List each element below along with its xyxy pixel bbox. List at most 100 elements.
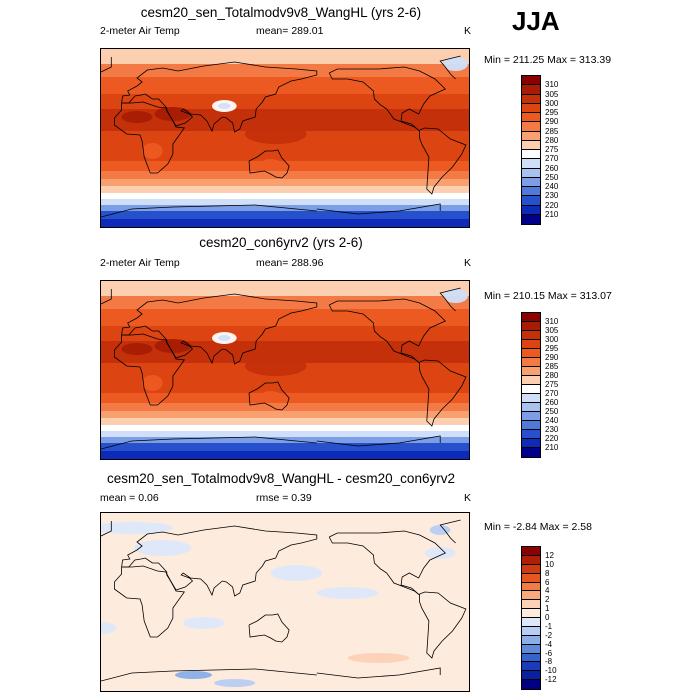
colorbar-swatch-8 — [522, 150, 540, 160]
panel-1-colorbar-label: 305 — [545, 89, 559, 99]
colorbar-swatch-6 — [522, 131, 540, 141]
temperature-band-9 — [101, 179, 469, 187]
panel-2-colorbar-label: 220 — [545, 434, 559, 443]
colorbar-swatch-2 — [522, 331, 540, 340]
panel-1-map-svg — [101, 49, 469, 227]
panel-1-colorbar-label: 270 — [545, 154, 559, 164]
panel-3-colorbar-label: -1 — [545, 621, 553, 631]
colorbar-swatch-2 — [522, 564, 540, 574]
temperature-band-15 — [101, 219, 469, 227]
panel-2-colorbar-label: 295 — [545, 344, 559, 353]
panel-2-colorbar-label: 290 — [545, 353, 559, 362]
colorbar-swatch-15 — [522, 448, 540, 457]
panel-3-colorbar-label: 10 — [545, 559, 554, 569]
coastline-4-0 — [248, 149, 290, 179]
colorbar-swatch-7 — [522, 609, 540, 618]
panel-3-colorbar-label: 0 — [545, 613, 550, 622]
panel-2-map-svg — [101, 281, 469, 459]
temperature-band-8 — [101, 403, 469, 412]
panel-2-colorbar-label: 260 — [545, 398, 559, 407]
colorbar-swatch-2 — [522, 94, 540, 104]
colorbar-swatch-8 — [522, 618, 540, 627]
panel-3-colorbar-label: 4 — [545, 586, 550, 596]
colorbar-swatch-7 — [522, 376, 540, 385]
panel-1-colorbar-label: 250 — [545, 172, 559, 182]
coastline-1-0 — [419, 359, 467, 427]
colorbar-swatch-3 — [522, 103, 540, 113]
coastline-6-1 — [101, 668, 317, 682]
colorbar-swatch-5 — [522, 591, 540, 601]
panel-3-colorbar-label: 12 — [545, 550, 554, 560]
anomaly-spot-7 — [347, 653, 410, 663]
anomaly-spot-2 — [154, 107, 192, 121]
panel-1-map — [100, 48, 470, 228]
panel-1-colorbar-label: 220 — [545, 200, 559, 210]
panel-1-colorbar-label: 295 — [545, 108, 559, 117]
anomaly-spot-4 — [244, 124, 307, 144]
anomaly-spot-5 — [101, 622, 117, 634]
colorbar-swatch-5 — [522, 358, 540, 367]
panel-1-mean-label: mean= 289.01 — [256, 25, 324, 37]
panel-2-title: cesm20_con6yrv2 (yrs 2-6) — [199, 235, 363, 250]
coastline-5-1 — [101, 57, 112, 73]
temperature-band-0 — [101, 49, 469, 65]
panel-3-mean-label: mean = 0.06 — [100, 492, 159, 504]
coastline-0-0 — [328, 66, 446, 132]
colorbar-swatch-10 — [522, 635, 540, 645]
season-label: JJA — [512, 6, 560, 36]
temperature-band-3 — [101, 326, 469, 342]
colorbar-swatch-6 — [522, 367, 540, 376]
temperature-band-1 — [101, 296, 469, 310]
panel-3-colorbar-label: -12 — [545, 675, 557, 685]
temperature-band-2 — [101, 309, 469, 327]
panel-3-colorbar — [521, 546, 541, 690]
colorbar-swatch-15 — [522, 680, 540, 689]
panel-1-colorbar-label: 280 — [545, 135, 559, 145]
coastline-5-1 — [101, 521, 112, 537]
colorbar-swatch-4 — [522, 113, 540, 123]
colorbar-swatch-12 — [522, 421, 540, 430]
temperature-band-8 — [101, 171, 469, 180]
colorbar-swatch-7 — [522, 140, 540, 150]
coastline-6-0 — [316, 435, 441, 447]
panel-1-colorbar — [521, 75, 541, 225]
anomaly-spot-5 — [142, 143, 163, 159]
temperature-band-9 — [101, 411, 469, 419]
panel-3-colorbar-label: 2 — [545, 595, 550, 605]
coastline-3-0 — [121, 61, 318, 133]
colorbar-swatch-3 — [522, 340, 540, 349]
temperature-band-7 — [101, 161, 469, 172]
anomaly-spot-10 — [429, 525, 451, 535]
panel-1-colorbar-label: 260 — [545, 163, 559, 173]
anomaly-spot-6 — [260, 391, 281, 401]
anomaly-spot-7 — [443, 57, 468, 71]
anomaly-spot-8 — [175, 671, 212, 679]
colorbar-swatch-3 — [522, 573, 540, 583]
anomaly-spot-2 — [154, 339, 192, 353]
panel-2-variable-label: 2-meter Air Temp — [100, 257, 180, 269]
colorbar-swatch-4 — [522, 582, 540, 592]
temperature-band-0 — [101, 513, 469, 691]
panel-2-colorbar-label: 230 — [545, 425, 559, 434]
anomaly-spot-6 — [260, 159, 281, 169]
panel-3-colorbar-label: 8 — [545, 568, 550, 578]
colorbar-swatch-1 — [522, 85, 540, 95]
temperature-band-14 — [101, 443, 469, 452]
coastline-6-0 — [316, 667, 441, 679]
panel-1-title: cesm20_sen_Totalmodv9v8_WangHL (yrs 2-6) — [140, 5, 422, 20]
temperature-band-12 — [101, 199, 469, 206]
temperature-band-11 — [101, 425, 469, 432]
panel-2-colorbar-label: 270 — [545, 389, 559, 398]
coastline-4-0 — [248, 613, 290, 643]
panel-2-map — [100, 280, 470, 460]
panel-1-variable-label: 2-meter Air Temp — [100, 25, 180, 37]
temperature-band-10 — [101, 418, 469, 426]
coastline-5-0 — [439, 55, 461, 80]
anomaly-spot-9 — [214, 679, 256, 687]
coastline-4-0 — [248, 381, 290, 411]
coastline-1-0 — [419, 591, 467, 659]
colorbar-swatch-14 — [522, 439, 540, 448]
panel-3-units-label: K — [464, 492, 472, 504]
colorbar-swatch-11 — [522, 177, 540, 187]
anomaly-spot-4 — [244, 356, 307, 376]
